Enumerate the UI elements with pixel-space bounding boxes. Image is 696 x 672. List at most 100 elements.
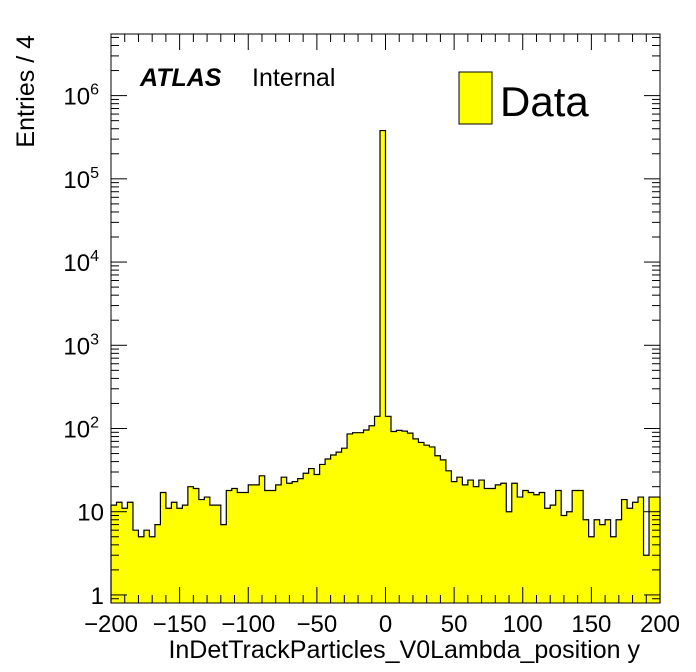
x-tick-label: −150 [153,611,207,638]
histogram-bar [621,499,628,603]
histogram-bar [253,484,260,603]
histogram-bar [566,511,573,603]
histogram-bar [599,524,606,603]
histogram-bar [390,431,397,603]
histogram-bar [308,468,315,603]
histogram-bar [231,488,238,603]
histogram-bar [215,505,222,603]
histogram-bar [281,477,287,603]
histogram-bar [204,497,211,603]
legend: Data [458,71,589,125]
histogram-bar [643,555,650,603]
y-tick-label: 10 [77,500,104,527]
histogram-bar [544,508,551,603]
histogram-bar [467,480,474,603]
x-tick-label: 200 [640,611,680,638]
histogram-bar [407,433,414,603]
histogram-bar [423,445,430,603]
histogram-bar [456,477,463,603]
y-tick-label: 1 [91,583,104,610]
histogram-bar [484,488,491,603]
histogram-bar [132,530,139,603]
histogram-bar [363,429,370,603]
histogram-bar [193,488,200,603]
histogram-bar [111,505,117,603]
x-tick-label: 50 [441,611,468,638]
histogram-bar [275,484,282,603]
histogram-bar [264,490,271,603]
histogram-bar [220,524,227,603]
histogram-bar [517,497,524,603]
histogram-bar [385,416,392,603]
histogram-bar [555,490,562,603]
histogram-bar [176,508,183,603]
x-tick-label: 100 [503,611,543,638]
histogram-bar [198,499,205,603]
histogram-bar [116,502,123,603]
atlas-status-label: Internal [252,64,335,92]
histogram-bar [638,497,644,603]
histogram-bar [440,459,447,603]
histogram-bar [429,446,436,603]
histogram-bar [511,483,518,603]
histogram-bar [489,488,496,603]
histogram-bar [149,536,156,603]
histogram-bar [286,483,293,603]
histogram-bar [138,536,145,603]
histogram-bar [627,508,633,603]
histogram-bar [319,464,326,603]
histogram-bar [143,530,150,603]
histogram-bar [259,475,266,603]
histogram-bar [325,458,331,603]
histogram-bar [297,478,304,603]
histogram-bar [654,497,661,603]
histogram-bar [209,505,216,603]
histogram-bar [561,515,567,603]
histogram-bar [380,130,386,604]
histogram-bar [369,425,375,603]
histogram-bar [550,505,556,603]
histogram-bar [533,494,540,603]
histogram-bar [182,505,189,603]
x-tick-label: −100 [221,611,275,638]
histogram-bar [528,492,535,603]
histogram-bar [445,470,452,603]
histogram-bar [500,483,507,603]
histogram-bar [127,502,134,603]
histogram-bar [292,481,298,603]
histogram-bar [577,490,584,603]
histogram-bar [418,442,425,603]
x-tick-label: −50 [297,611,338,638]
histogram-bar [154,524,161,603]
histogram-bar [649,497,655,603]
histogram-outline [110,129,661,603]
histogram-bar [616,519,622,603]
histogram-bar [187,486,194,603]
histogram-bar [434,455,441,603]
x-tick-label: 150 [571,611,611,638]
histogram-bar [347,433,353,603]
x-tick-labels: −200 −150 −100 −50 0 50 100 150 200 [84,611,680,638]
histogram-bar [522,490,529,603]
histogram-bar [330,455,337,603]
x-tick-label: −200 [84,611,138,638]
histogram-bar [610,536,617,603]
histogram-bar [506,511,513,603]
histogram-bar [588,536,595,603]
histogram-bar [572,490,578,603]
histogram-bar [374,416,381,603]
histogram-bar [341,448,348,603]
histogram-bar [495,484,502,603]
histogram-bar [594,519,600,603]
histogram-bar [171,502,178,603]
atlas-label: ATLAS [139,64,222,92]
histogram-bar [121,508,128,603]
histogram-bar [396,430,403,603]
histogram-bar [242,492,249,603]
y-axis-label: Entries / 4 [12,35,40,148]
histogram-bar [226,490,233,603]
histogram-bar [358,432,364,603]
histogram-bar [412,438,419,603]
histogram-bar [462,484,469,603]
